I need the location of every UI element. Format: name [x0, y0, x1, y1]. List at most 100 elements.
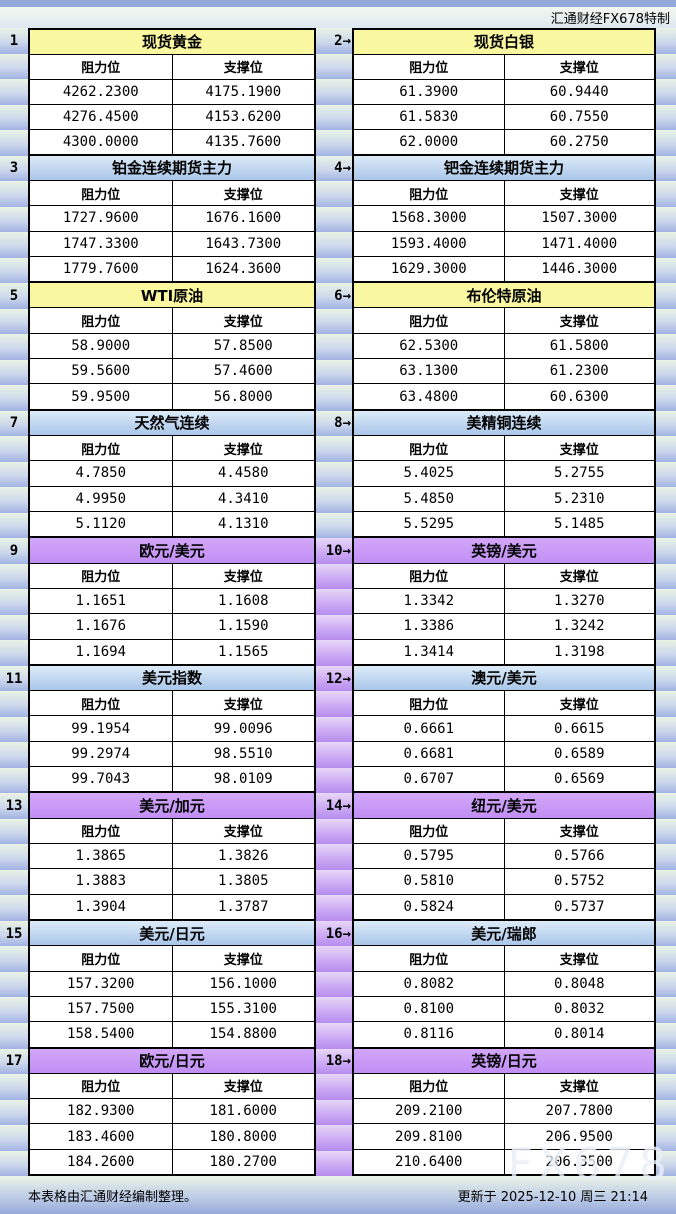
resistance-value: 61.3900	[354, 79, 505, 104]
resistance-value: 0.6681	[354, 741, 505, 767]
resistance-value: 1.3342	[354, 588, 505, 614]
panel-title: 英镑/日元	[354, 1048, 654, 1074]
gutter-cell	[316, 818, 352, 845]
resistance-value: 182.9300	[30, 1099, 173, 1124]
gutter-cell: 13	[0, 793, 28, 819]
gutter-cell	[316, 640, 352, 666]
resistance-value: 4.7850	[30, 461, 173, 486]
support-header: 支撑位	[559, 315, 599, 331]
resistance-value: 1.3883	[30, 869, 173, 894]
resistance-header: 阻力位	[354, 1073, 505, 1099]
table-row: 1.1651 1.1608	[30, 588, 314, 615]
gutter-cell	[316, 79, 352, 105]
gutter-cell	[656, 155, 676, 182]
gutter-cell	[316, 691, 352, 717]
gutter-cell	[656, 793, 676, 819]
gutter-cell	[316, 869, 352, 896]
resistance-value: 157.7500	[30, 996, 173, 1022]
gutter-cell	[656, 1048, 676, 1075]
resistance-value: 4300.0000	[30, 129, 173, 154]
resistance-value: 1779.7600	[30, 256, 173, 282]
resistance-header: 阻力位	[354, 818, 505, 843]
support-value: 1507.3000	[541, 210, 618, 227]
resistance-value: 1.3386	[354, 614, 505, 639]
table-row: 184.2600 180.2700	[30, 1149, 314, 1175]
table-row: 4300.0000 4135.7600	[30, 129, 314, 154]
gutter-cell	[316, 895, 352, 921]
header-row: 阻力位 支撑位	[30, 563, 314, 589]
resistance-value: 61.5830	[354, 104, 505, 129]
resistance-value: 1593.4000	[354, 231, 505, 256]
header-row: 阻力位 支撑位	[354, 436, 654, 462]
gutter-cell	[0, 334, 28, 360]
gutter-cell	[316, 946, 352, 972]
table-row: 1.1676 1.1590	[30, 614, 314, 640]
table-row: 1779.7600 1624.3600	[30, 256, 314, 282]
gutter-cell	[656, 487, 676, 513]
header-row: 阻力位 支撑位	[30, 818, 314, 844]
panel-band: 13 美元/加元 阻力位 支撑位 1.3865 1.3826 1.3883 1.3805 1.3…	[0, 793, 676, 921]
gutter-column: 14→	[316, 793, 352, 921]
gutter-cell	[0, 691, 28, 717]
gutter-cell: 1	[0, 28, 28, 54]
resistance-value: 1.3865	[30, 844, 173, 869]
header-row: 阻力位 支撑位	[354, 818, 654, 844]
header-row: 阻力位 支撑位	[30, 308, 314, 334]
resistance-header: 阻力位	[354, 691, 505, 716]
resistance-value: 99.1954	[30, 716, 173, 741]
table-row: 210.6400 206.3500	[354, 1149, 654, 1175]
support-value: 1.1608	[217, 593, 269, 610]
support-value: 1.1565	[217, 643, 269, 660]
panel-number: 12→	[325, 670, 351, 687]
support-value: 4135.7600	[205, 133, 282, 150]
table-row: 209.2100 207.7800	[354, 1099, 654, 1125]
support-value: 61.2300	[549, 363, 609, 380]
resistance-header: 阻力位	[30, 946, 173, 971]
gutter-cell	[656, 512, 676, 539]
gutter-cell	[0, 589, 28, 615]
resistance-value: 4262.2300	[30, 79, 173, 104]
gutter-cell	[656, 538, 676, 564]
gutter-cell	[316, 971, 352, 998]
support-value: 60.2750	[549, 133, 609, 150]
gutter-cell	[656, 563, 676, 590]
footer: 本表格由汇通财经编制整理。 更新于 2025-12-10 周三 21:14	[0, 1176, 676, 1214]
gutter-column: 7	[0, 410, 28, 539]
gutter-cell	[0, 130, 28, 156]
header-row: 阻力位 支撑位	[354, 563, 654, 589]
panel-number: 18→	[325, 1053, 351, 1070]
table-row: 0.6681 0.6589	[354, 741, 654, 768]
support-value: 5.2310	[553, 490, 605, 507]
panel-title: 美元/加元	[30, 793, 314, 819]
gutter-column	[656, 28, 676, 156]
panel-table: 美元/瑞郎 阻力位 支撑位 0.8082 0.8048 0.8100 0.8032 0.811…	[352, 920, 656, 1049]
panel-number: 14→	[325, 798, 351, 815]
support-value: 206.3500	[545, 1153, 613, 1170]
gutter-cell	[316, 461, 352, 488]
gutter-cell	[656, 895, 676, 921]
gutter-cell	[0, 1099, 28, 1126]
gutter-cell	[656, 1150, 676, 1177]
panel-table: 英镑/美元 阻力位 支撑位 1.3342 1.3270 1.3386 1.3242 1.341…	[352, 538, 656, 666]
gutter-cell	[316, 334, 352, 360]
panel-table: 美元/加元 阻力位 支撑位 1.3865 1.3826 1.3883 1.3805 1.390…	[28, 793, 316, 921]
panel-table: 钯金连续期货主力 阻力位 支撑位 1568.3000 1507.3000 1593.400…	[352, 155, 656, 284]
resistance-header: 阻力位	[354, 308, 505, 333]
gutter-cell	[0, 818, 28, 845]
resistance-value: 1568.3000	[354, 206, 505, 231]
gutter-cell	[0, 53, 28, 80]
resistance-value: 59.5600	[30, 359, 173, 384]
panel-number: 9	[9, 543, 19, 559]
support-value: 61.5800	[549, 337, 609, 354]
gutter-cell	[656, 53, 676, 80]
gutter-cell: 3	[0, 155, 28, 182]
gutter-column	[656, 920, 676, 1049]
gutter-column: 8→	[316, 410, 352, 539]
gutter-cell	[0, 742, 28, 768]
gutter-cell	[316, 1125, 352, 1151]
resistance-value: 63.1300	[354, 359, 505, 384]
support-header: 支撑位	[223, 570, 263, 586]
gutter-cell	[656, 283, 676, 309]
table-row: 4262.2300 4175.1900	[30, 79, 314, 105]
header-row: 阻力位 支撑位	[354, 946, 654, 972]
